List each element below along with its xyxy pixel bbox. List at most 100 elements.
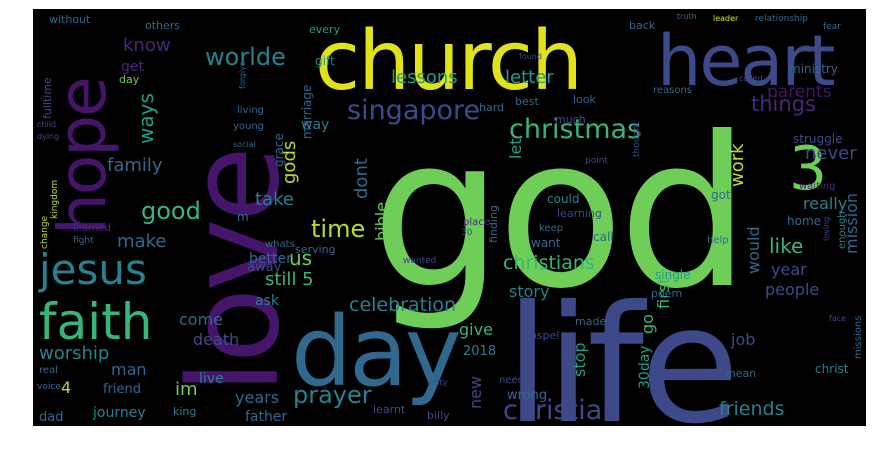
word-dad: dad bbox=[39, 410, 63, 425]
word-want: want bbox=[531, 236, 561, 250]
word-go: go bbox=[638, 314, 657, 334]
word-got: got bbox=[711, 188, 731, 202]
word-called: called bbox=[739, 74, 763, 83]
word-live: live bbox=[199, 371, 224, 387]
word-good: good bbox=[141, 197, 201, 225]
word-hope: hope bbox=[44, 78, 121, 235]
word-wrong: wrong bbox=[507, 388, 547, 403]
word-parents: parents bbox=[767, 82, 832, 102]
word-forgive: forgive bbox=[238, 61, 247, 89]
word-enough: enough bbox=[837, 211, 848, 249]
word-city: city bbox=[433, 378, 448, 387]
word-people: people bbox=[765, 280, 819, 299]
word-serving: serving bbox=[295, 243, 336, 256]
word-gift: gift bbox=[315, 54, 335, 68]
word-worlde: worlde bbox=[205, 43, 286, 71]
word-gospel: gospel bbox=[523, 329, 559, 342]
word-heart: heart bbox=[657, 20, 834, 102]
word-gods: gods bbox=[279, 141, 300, 184]
word-thought: thought bbox=[632, 121, 642, 157]
word-kingdom: kingdom bbox=[50, 180, 60, 219]
word-learnt: learnt bbox=[373, 403, 406, 416]
word-change: change bbox=[40, 215, 50, 249]
word-mission: mission bbox=[842, 193, 861, 254]
word-way: way bbox=[301, 117, 329, 133]
word-truth: truth bbox=[677, 12, 697, 21]
word-young: young bbox=[233, 121, 264, 132]
word-found: found bbox=[519, 52, 542, 61]
word-better: better bbox=[249, 251, 292, 267]
word-singapore: singapore bbox=[347, 95, 480, 126]
word-much: much bbox=[555, 113, 586, 126]
word-love: love bbox=[163, 150, 307, 394]
word-fear: fear bbox=[823, 22, 841, 32]
word-back: back bbox=[629, 19, 656, 32]
word-missions: missions bbox=[853, 316, 864, 359]
word-still-5: still 5 bbox=[265, 269, 314, 290]
word-away: away bbox=[247, 260, 282, 275]
word-ask: ask bbox=[255, 293, 280, 309]
word-god: god bbox=[371, 93, 744, 335]
word-need: need bbox=[499, 375, 524, 386]
word-loving: loving bbox=[822, 217, 831, 241]
word-4: 4 bbox=[61, 378, 71, 397]
word-grace: grace bbox=[272, 133, 286, 167]
word-family: family bbox=[107, 155, 163, 176]
word-prayer: prayer bbox=[293, 381, 372, 409]
word-really: really bbox=[803, 194, 847, 213]
word-day-large: day bbox=[291, 296, 459, 408]
word-death: death bbox=[193, 330, 239, 349]
word-christians: christians bbox=[503, 252, 595, 274]
word-others: others bbox=[145, 19, 180, 32]
word-real: real bbox=[39, 365, 58, 376]
word-finding: finding bbox=[487, 205, 500, 243]
word-us: us bbox=[289, 246, 312, 270]
word-year: year bbox=[771, 260, 807, 279]
word-fight: fight bbox=[73, 236, 94, 246]
word-waiting: waiting bbox=[799, 181, 835, 192]
word-cloud-canvas: god life love church heart day hope fait… bbox=[37, 12, 864, 426]
word-christian: christian bbox=[503, 395, 619, 426]
word-leader: leader bbox=[713, 14, 739, 23]
word-journey: journey bbox=[92, 405, 146, 421]
word-never: never bbox=[805, 143, 857, 164]
word-2018: 2018 bbox=[463, 344, 496, 359]
word-voice: voice bbox=[37, 382, 61, 392]
word-relationship: relationship bbox=[755, 14, 808, 24]
word-reasons: reasons bbox=[653, 85, 692, 96]
word-30day: 30day bbox=[637, 345, 653, 389]
word-child: child bbox=[37, 120, 56, 129]
word-take: take bbox=[255, 189, 294, 210]
word-best: best bbox=[515, 95, 539, 108]
word-get: get bbox=[121, 59, 145, 75]
word-dont: dont bbox=[351, 158, 372, 199]
word-friend: friend bbox=[103, 382, 141, 397]
word-know: know bbox=[123, 35, 171, 56]
word-bible: bible bbox=[372, 202, 391, 241]
word-mean: mean bbox=[725, 367, 756, 380]
word-learning: learning bbox=[557, 207, 602, 220]
word-ministry: ministry bbox=[789, 62, 838, 76]
word-point: point bbox=[585, 156, 608, 166]
word-fulltime: fulltime bbox=[41, 77, 54, 119]
word-jesus: jesus bbox=[38, 245, 147, 294]
word-day-small: day bbox=[119, 73, 140, 86]
word-face: face bbox=[829, 314, 846, 323]
word-im: im bbox=[175, 379, 198, 400]
word-learned: learned bbox=[73, 223, 111, 234]
word-could: could bbox=[547, 192, 580, 206]
word-single: single bbox=[655, 268, 691, 282]
word-king: king bbox=[173, 405, 196, 418]
word-place: place bbox=[463, 217, 490, 228]
word-wanted: wanted bbox=[403, 256, 436, 266]
word-stop: stop bbox=[570, 342, 589, 377]
word-dying: dying bbox=[37, 132, 59, 141]
word-christ: christ bbox=[815, 362, 849, 376]
word-call: call bbox=[593, 230, 614, 244]
word-ways: ways bbox=[134, 93, 158, 144]
word-lessons: lessons bbox=[391, 67, 458, 88]
word-help: help bbox=[707, 235, 729, 246]
word-father: father bbox=[245, 409, 287, 425]
word-30: 30 bbox=[461, 228, 473, 238]
word-new: new bbox=[466, 376, 485, 409]
